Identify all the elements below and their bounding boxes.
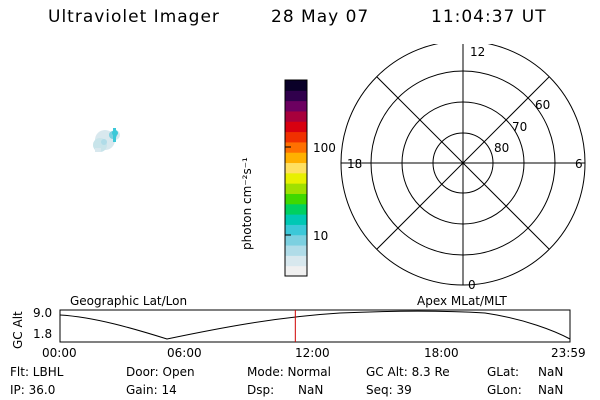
y-tick-1-8: 1.8 [33, 327, 53, 341]
mlt-label-12: 12 [470, 45, 485, 59]
y-tick-9: 9.0 [33, 306, 53, 320]
door-status: Door: Open [126, 365, 195, 379]
colorbar-swatch [285, 214, 307, 225]
ip-value: IP: 36.0 [10, 383, 56, 397]
colorbar-swatch [285, 203, 307, 215]
gc-altitude: GC Alt: 8.3 Re [366, 365, 450, 379]
altitude-curve [59, 310, 571, 340]
colorbar-swatch [285, 234, 307, 246]
glat-value: NaN [538, 365, 564, 379]
colorbar-swatch [285, 121, 307, 133]
glat-label: GLat: [487, 365, 520, 379]
colorbar-swatch [285, 245, 307, 256]
polar-grid: 12 18 6 0 60 70 80 [340, 44, 586, 292]
apex-mlat-label: Apex MLat/MLT [417, 294, 507, 308]
mode-status: Mode: Normal [247, 365, 331, 379]
glon-value: NaN [538, 383, 564, 397]
flight-filter: Flt: LBHL [10, 365, 64, 379]
dsp-label: Dsp: [247, 383, 275, 397]
lat-label-70: 70 [512, 120, 527, 134]
colorbar-strip [285, 80, 307, 277]
colorbar-unit-label: photon cm⁻²s⁻¹ [240, 157, 254, 250]
sequence-number: Seq: 39 [366, 383, 412, 397]
colorbar-swatch [285, 193, 307, 205]
lat-label-80: 80 [494, 141, 509, 155]
colorbar-tick-label-100: 100 [313, 141, 336, 155]
gc-alt-axis-label: GC Alt [11, 311, 25, 349]
glon-label: GLon: [487, 383, 522, 397]
x-tick-1200: 12:00 [295, 346, 330, 360]
orbit-timeline [59, 309, 571, 343]
colorbar-swatch [285, 265, 307, 277]
time-label: 11:04:37 UT [431, 7, 547, 27]
lat-label-60: 60 [535, 98, 550, 112]
colorbar-swatch [285, 141, 307, 153]
x-tick-0600: 06:00 [167, 346, 202, 360]
colorbar-tick-label-10: 10 [313, 229, 329, 243]
colorbar-swatch [285, 162, 307, 174]
mlt-label-6: 6 [575, 157, 583, 171]
colorbar-swatch [285, 172, 307, 184]
colorbar-swatch [285, 224, 307, 236]
date-label: 28 May 07 [271, 7, 370, 27]
colorbar-swatch [285, 90, 307, 102]
colorbar-swatch [285, 152, 307, 164]
auroral-image [93, 128, 120, 152]
x-tick-2359: 23:59 [551, 346, 586, 360]
colorbar-swatch [285, 183, 307, 194]
x-tick-0000: 00:00 [42, 346, 77, 360]
colorbar-swatch [285, 255, 307, 267]
colorbar-swatch [285, 80, 307, 91]
instrument-title: Ultraviolet Imager [48, 7, 220, 27]
dsp-value: NaN [298, 383, 324, 397]
geo-latlon-label: Geographic Lat/Lon [70, 294, 188, 308]
colorbar-swatch [285, 110, 307, 122]
auroral-blob [93, 128, 120, 152]
mlt-label-18: 18 [347, 157, 362, 171]
colorbar-swatch [285, 131, 307, 143]
colorbar-frame [284, 79, 308, 277]
gain-value: Gain: 14 [126, 383, 177, 397]
mlt-label-0: 0 [468, 278, 476, 292]
colorbar-swatch [285, 100, 307, 112]
x-tick-1800: 18:00 [424, 346, 459, 360]
polar-diagonal-2 [376, 76, 550, 250]
timeline-frame [59, 309, 571, 343]
colorbar [284, 79, 308, 277]
